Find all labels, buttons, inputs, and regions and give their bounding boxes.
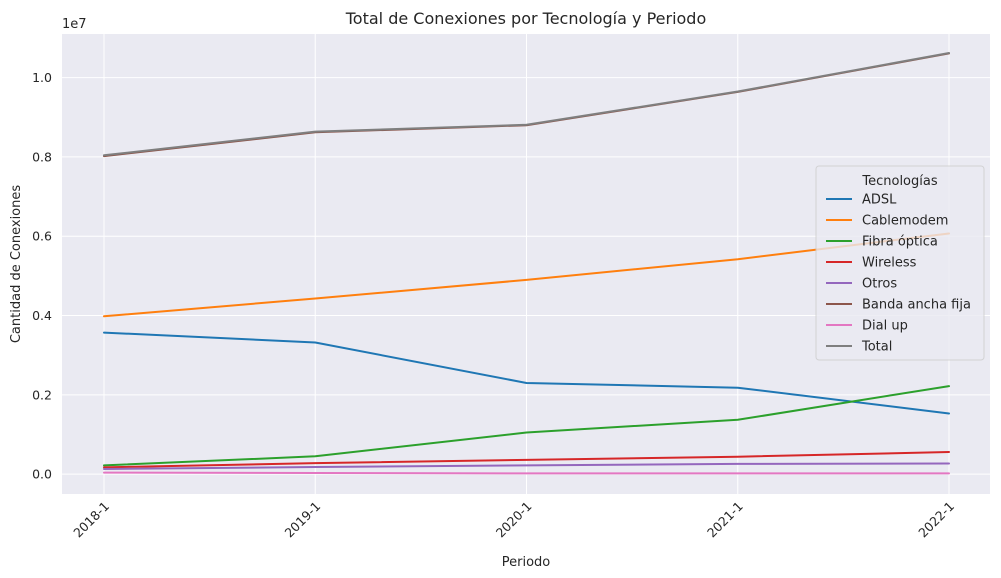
legend-label: Total (861, 340, 892, 355)
y-offset-label: 1e7 (62, 17, 87, 32)
y-tick-label: 0.8 (32, 149, 52, 164)
legend-label: Otros (862, 277, 897, 292)
series-lines (103, 52, 950, 475)
legend-title: Tecnologías (861, 174, 937, 189)
series-line-dial-up (103, 471, 950, 475)
y-tick-label: 0.4 (32, 308, 52, 323)
series-line-total (103, 52, 950, 157)
legend-label: Dial up (862, 319, 908, 334)
legend-label: Banda ancha fija (862, 298, 971, 313)
series-line-wireless (103, 451, 950, 469)
y-tick-label: 0.0 (32, 467, 52, 482)
legend-label: Cablemodem (862, 214, 948, 229)
chart-title: Total de Conexiones por Tecnología y Per… (345, 9, 707, 28)
x-tick-label: 2022-1 (915, 499, 957, 541)
series-line-adsl (103, 331, 950, 415)
legend: Tecnologías ADSL Cablemodem Fibra óptica Wi… (815, 165, 985, 361)
x-axis-ticks: 2018-1 2019-1 2020-1 2021-1 2022-1 (70, 499, 957, 541)
y-axis-label: Cantidad de Conexiones (9, 185, 24, 344)
x-axis-label: Periodo (502, 555, 551, 570)
x-tick-label: 2021-1 (704, 499, 746, 541)
legend-label: Fibra óptica (862, 235, 938, 250)
y-axis-ticks: 0.0 0.2 0.4 0.6 0.8 1.0 (32, 70, 52, 482)
y-tick-label: 1.0 (32, 70, 52, 85)
x-tick-label: 2018-1 (70, 499, 112, 541)
legend-box (815, 165, 985, 361)
legend-label: ADSL (862, 193, 897, 208)
legend-label: Wireless (862, 256, 917, 271)
series-line-cablemodem (103, 232, 950, 318)
y-tick-label: 0.2 (32, 387, 52, 402)
series-line-fibra-ptica (103, 385, 950, 467)
y-tick-label: 0.6 (32, 229, 52, 244)
x-tick-label: 2019-1 (281, 499, 323, 541)
x-tick-label: 2020-1 (493, 499, 535, 541)
series-line-otros (103, 462, 950, 470)
